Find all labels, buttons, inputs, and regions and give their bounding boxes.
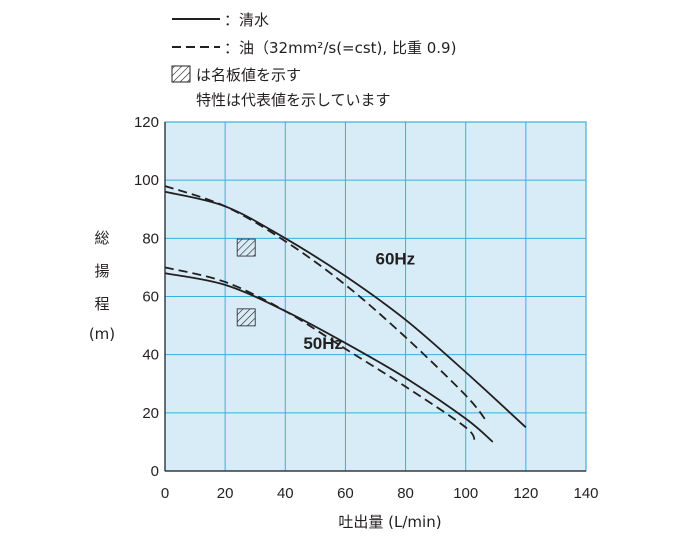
y-tick-label: 20 xyxy=(142,405,159,422)
curve-label-50hz: 50Hz xyxy=(303,334,343,353)
y-axis-title-char-3: 程 xyxy=(94,295,109,313)
x-tick-label: 100 xyxy=(453,485,478,502)
x-tick-label: 80 xyxy=(397,485,414,502)
legend-note: 特性は代表値を示しています xyxy=(196,91,391,109)
y-tick-label: 100 xyxy=(134,172,159,189)
y-tick-label: 80 xyxy=(142,230,159,247)
legend-hatch-label: は名板値を示す xyxy=(196,66,301,84)
x-tick-label: 0 xyxy=(161,485,169,502)
series-line-60hz-dashed xyxy=(164,185,488,423)
x-axis-title: 吐出量 (L/min) xyxy=(338,513,441,531)
x-tick-label: 20 xyxy=(217,485,234,502)
y-axis-title-char-4: (m) xyxy=(89,325,115,343)
y-tick-label: 40 xyxy=(142,347,159,364)
rated-point-marker xyxy=(236,308,256,327)
rated-point-marker xyxy=(236,238,256,257)
series-group xyxy=(164,185,527,443)
series-line-50hz-dashed xyxy=(164,266,476,443)
y-tick-label: 0 xyxy=(151,463,159,480)
x-tick-labels: 0 20 40 60 80 100 120 140 xyxy=(161,485,599,502)
x-tick-label: 40 xyxy=(277,485,294,502)
legend-solid-label: ：清水 xyxy=(224,11,269,29)
y-tick-label: 120 xyxy=(134,114,159,131)
curve-labels: 60Hz 50Hz xyxy=(303,250,415,353)
y-axis-title: 総 揚 程 (m) xyxy=(89,229,115,343)
rated-markers xyxy=(236,238,256,327)
legend: ：清水 ：油（32mm²/s(=cst), 比重 0.9) は名板値を示す 特性… xyxy=(171,11,456,109)
y-tick-labels: 0 20 40 60 80 100 120 xyxy=(134,114,159,480)
y-axis-title-char-1: 総 xyxy=(94,229,109,247)
x-tick-label: 60 xyxy=(337,485,354,502)
legend-dashed-label: ：油（32mm²/s(=cst), 比重 0.9) xyxy=(224,39,456,57)
y-axis-title-char-2: 揚 xyxy=(94,262,109,280)
curve-label-60hz: 60Hz xyxy=(376,250,416,269)
y-tick-label: 60 xyxy=(142,289,159,306)
x-tick-label: 140 xyxy=(573,485,598,502)
legend-hatch-swatch xyxy=(171,65,191,83)
series-line-50hz-solid xyxy=(164,272,494,443)
x-tick-label: 120 xyxy=(513,485,538,502)
